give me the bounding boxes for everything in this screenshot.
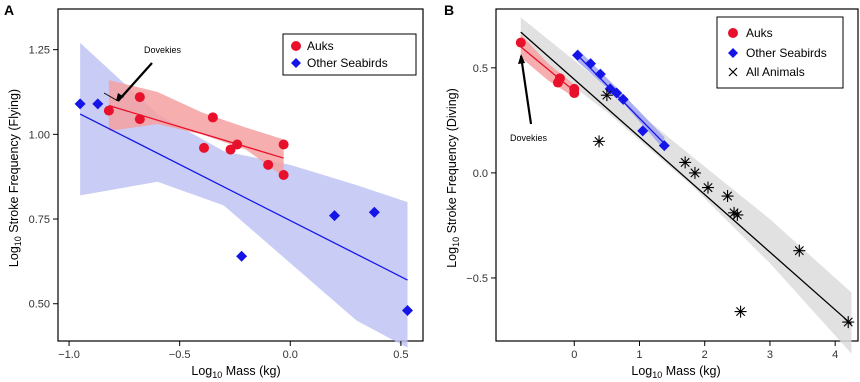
legend-auks-label: Auks	[307, 39, 334, 53]
panel-a-y-tick-label: 1.00	[29, 129, 50, 141]
panel-b-point-asterisk	[701, 181, 714, 194]
panel-b-point-asterisk	[679, 156, 692, 169]
panel-a-point-circle	[134, 92, 145, 103]
panel-b-legend-box	[716, 16, 844, 89]
legend-b-seabirds-marker	[728, 48, 738, 58]
panel-b-y-axis-title: Log10 Stroke Frequency (Diving)	[445, 88, 461, 268]
panel-a-point-circle	[199, 142, 209, 153]
panel-b-point-circle	[515, 37, 526, 48]
panel-b-point-diamond	[611, 87, 623, 99]
panel-b-point-asterisk	[728, 206, 741, 219]
legend-seabirds-label: Other Seabirds	[307, 56, 388, 70]
legend-b-seabirds-label: Other Seabirds	[746, 46, 827, 60]
panel-a-plot-frame	[57, 8, 424, 342]
panel-b-x-tick-label: 2	[702, 349, 708, 361]
legend-auks-marker	[291, 41, 301, 51]
panel-b-point-diamond	[594, 68, 606, 80]
panel-a-x-tick-label: −0.5	[169, 349, 191, 361]
panel-a-letter: A	[4, 2, 14, 18]
panel-b-annotation-dovekies: Dovekies	[510, 133, 548, 143]
panel-a-point-circle	[207, 112, 218, 123]
panel-b-x-axis-title: Log10 Mass (kg)	[631, 364, 720, 380]
panel-a-point-circle	[278, 170, 289, 180]
panel-b-point-asterisk	[731, 208, 744, 221]
legend-b-all-animals-label: All Animals	[746, 65, 805, 79]
panel-a-point-circle	[278, 139, 289, 150]
panel-b-arrowhead	[518, 54, 525, 64]
panel-b-point-asterisk	[721, 190, 734, 203]
panel-a-legend-box	[282, 33, 417, 76]
panel-b-point-diamond	[658, 140, 670, 152]
panel-a-x-axis-title: Log10 Mass (kg)	[191, 364, 280, 380]
panel-b-point-asterisk	[600, 89, 613, 102]
panel-a-arrowhead	[116, 93, 124, 101]
panel-a-y-tick-label: 1.25	[29, 45, 50, 57]
panel-a-point-circle	[232, 139, 243, 150]
panel-b-point-asterisk	[688, 166, 701, 179]
panel-a-y-tick-label: 0.50	[29, 299, 50, 311]
panel-b-fit-line-0	[520, 46, 575, 92]
panel-b-chart: B 0 1 2 3 4 −0.5 0.0 0.5 Dovekies Auks Other Se…	[444, 2, 859, 380]
legend-seabirds-marker	[291, 58, 301, 68]
panel-b-y-tick-label: 0.0	[473, 168, 488, 180]
panel-a-fit-line-0	[108, 104, 284, 159]
panel-a-x-tick-label: 0.0	[283, 349, 298, 361]
panel-a-point-diamond	[329, 210, 341, 222]
panel-a-x-tick-label: 0.5	[393, 349, 408, 361]
panel-b-letter: B	[444, 2, 454, 18]
panel-a-point-diamond	[74, 98, 86, 110]
panel-b-legend: Auks Other Seabirds All Animals	[716, 16, 844, 89]
panel-a-annotation-leader	[103, 92, 119, 102]
panel-b-ci-band-2	[520, 17, 852, 354]
panel-b-point-asterisk	[734, 305, 747, 318]
panel-a-ci-band-0	[108, 80, 284, 177]
panel-b-annotation-arrow	[519, 55, 533, 125]
panel-b-point-diamond	[585, 58, 597, 70]
panel-b-point-circle	[569, 83, 580, 94]
panel-a-point-diamond	[402, 305, 414, 317]
panel-b-x-tick-label: 4	[832, 349, 838, 361]
panel-b-fit-line-2	[520, 31, 852, 325]
panel-a-point-diamond	[92, 98, 104, 110]
panel-a-legend: Auks Other Seabirds	[282, 33, 417, 76]
legend-b-auks-label: Auks	[746, 26, 773, 40]
legend-b-auks-marker	[728, 28, 738, 38]
panel-b-plot-frame	[495, 8, 859, 342]
panel-b-x-tick-label: 3	[767, 349, 773, 361]
panel-b-point-asterisk	[793, 244, 806, 257]
panel-b-point-circle	[554, 73, 565, 84]
panel-a-chart: A −1.0 −0.5 0.0 0.5 0.50 0.75 1.00 1.25 Dovekie…	[4, 2, 424, 380]
panel-b-point-diamond	[617, 93, 629, 105]
panel-a-x-tick-label: −1.0	[58, 349, 80, 361]
panel-b-y-tick-label: −0.5	[466, 273, 488, 285]
panel-b-point-diamond	[637, 125, 649, 137]
panel-b-point-diamond	[572, 49, 584, 61]
panel-a-y-tick-label: 0.75	[29, 214, 50, 226]
panel-a-point-circle	[263, 159, 274, 170]
panel-b-point-asterisk	[842, 316, 855, 329]
panel-b-x-tick-label: 1	[636, 349, 642, 361]
panel-b-y-tick-label: 0.5	[473, 63, 488, 75]
panel-b-point-asterisk	[593, 135, 606, 148]
panel-a-point-circle	[134, 114, 145, 125]
panel-a-y-axis-title: Log10 Stroke Frequency (Flying)	[7, 89, 23, 267]
panel-a-annotation-arrow	[117, 62, 153, 102]
panel-b-x-tick-label: 0	[571, 349, 577, 361]
panel-a-fit-line-1	[79, 113, 408, 281]
panel-a-point-diamond	[368, 206, 380, 218]
panel-a-point-circle	[103, 105, 114, 116]
panel-a-point-diamond	[236, 250, 248, 262]
panel-a-annotation-dovekies: Dovekies	[144, 45, 182, 55]
legend-b-all-animals-marker	[728, 67, 738, 77]
